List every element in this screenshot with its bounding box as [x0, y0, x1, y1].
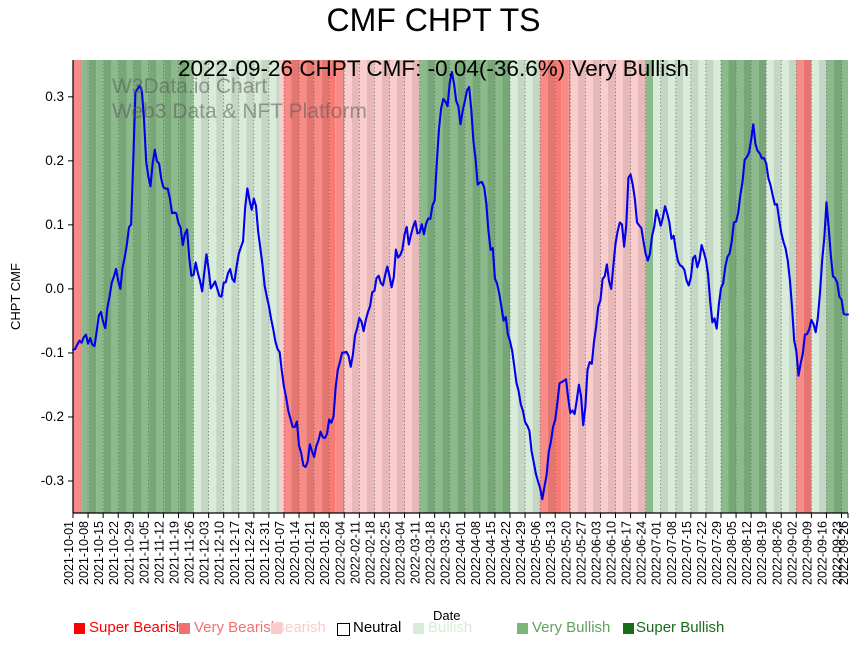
svg-text:2022-05-06: 2022-05-06 — [529, 521, 543, 585]
svg-text:2022-04-29: 2022-04-29 — [514, 521, 528, 585]
svg-text:2021-11-26: 2021-11-26 — [183, 521, 197, 584]
svg-text:2021-11-19: 2021-11-19 — [167, 521, 181, 584]
svg-text:2021-11-12: 2021-11-12 — [152, 521, 166, 584]
svg-text:2022-09-26: 2022-09-26 — [837, 521, 851, 585]
svg-text:2022-09-02: 2022-09-02 — [785, 521, 799, 585]
svg-text:2021-12-24: 2021-12-24 — [243, 521, 257, 585]
svg-text:2022-09-16: 2022-09-16 — [815, 521, 829, 585]
svg-text:2021-10-29: 2021-10-29 — [122, 521, 136, 585]
svg-text:2022-01-28: 2022-01-28 — [318, 521, 332, 585]
svg-text:2022-09-09: 2022-09-09 — [800, 521, 814, 585]
svg-text:0.3: 0.3 — [45, 89, 64, 104]
svg-text:2022-08-12: 2022-08-12 — [740, 521, 754, 585]
svg-text:2022-01-07: 2022-01-07 — [273, 521, 287, 585]
svg-text:2022-07-22: 2022-07-22 — [695, 521, 709, 585]
svg-text:2022-05-13: 2022-05-13 — [544, 521, 558, 585]
svg-text:2022-04-22: 2022-04-22 — [499, 521, 513, 585]
svg-text:2021-12-10: 2021-12-10 — [213, 521, 227, 585]
svg-text:2021-10-22: 2021-10-22 — [107, 521, 121, 585]
svg-text:2022-03-18: 2022-03-18 — [424, 521, 438, 585]
svg-text:2021-10-01: 2021-10-01 — [62, 521, 76, 585]
svg-text:2022-04-15: 2022-04-15 — [484, 521, 498, 585]
svg-text:2022-03-04: 2022-03-04 — [394, 521, 408, 585]
svg-text:0.0: 0.0 — [45, 281, 64, 296]
svg-text:2021-10-15: 2021-10-15 — [92, 521, 106, 585]
svg-text:2022-02-04: 2022-02-04 — [333, 521, 347, 585]
svg-text:2022-07-01: 2022-07-01 — [650, 521, 664, 585]
svg-text:-0.3: -0.3 — [41, 473, 64, 488]
svg-text:2022-07-15: 2022-07-15 — [680, 521, 694, 585]
svg-text:2022-07-29: 2022-07-29 — [710, 521, 724, 585]
svg-text:2022-04-01: 2022-04-01 — [454, 521, 468, 585]
svg-text:2022-06-17: 2022-06-17 — [620, 521, 634, 585]
svg-text:-0.1: -0.1 — [41, 345, 64, 360]
svg-text:2022-08-05: 2022-08-05 — [725, 521, 739, 585]
svg-text:2021-12-17: 2021-12-17 — [228, 521, 242, 585]
svg-text:2022-03-25: 2022-03-25 — [439, 521, 453, 585]
svg-text:0.1: 0.1 — [45, 217, 64, 232]
svg-text:2022-05-27: 2022-05-27 — [574, 521, 588, 585]
svg-text:2022-02-18: 2022-02-18 — [363, 521, 377, 585]
svg-text:2022-08-26: 2022-08-26 — [770, 521, 784, 585]
svg-text:2022-05-20: 2022-05-20 — [559, 521, 573, 585]
svg-text:2022-06-03: 2022-06-03 — [589, 521, 603, 585]
svg-text:2021-10-08: 2021-10-08 — [77, 521, 91, 585]
svg-text:2022-03-11: 2022-03-11 — [409, 521, 423, 584]
svg-text:2022-01-14: 2022-01-14 — [288, 521, 302, 585]
svg-text:2022-06-24: 2022-06-24 — [635, 521, 649, 585]
svg-text:2022-07-08: 2022-07-08 — [665, 521, 679, 585]
svg-text:2021-12-31: 2021-12-31 — [258, 521, 272, 585]
svg-text:2021-11-05: 2021-11-05 — [137, 521, 151, 584]
svg-text:0.2: 0.2 — [45, 153, 64, 168]
svg-text:2022-02-11: 2022-02-11 — [348, 521, 362, 584]
svg-text:2022-04-08: 2022-04-08 — [469, 521, 483, 585]
svg-text:2022-01-21: 2022-01-21 — [303, 521, 317, 585]
svg-text:2022-02-25: 2022-02-25 — [378, 521, 392, 585]
svg-text:-0.2: -0.2 — [41, 409, 64, 424]
svg-text:2022-08-19: 2022-08-19 — [755, 521, 769, 585]
svg-text:2021-12-03: 2021-12-03 — [198, 521, 212, 585]
svg-text:2022-06-10: 2022-06-10 — [605, 521, 619, 585]
